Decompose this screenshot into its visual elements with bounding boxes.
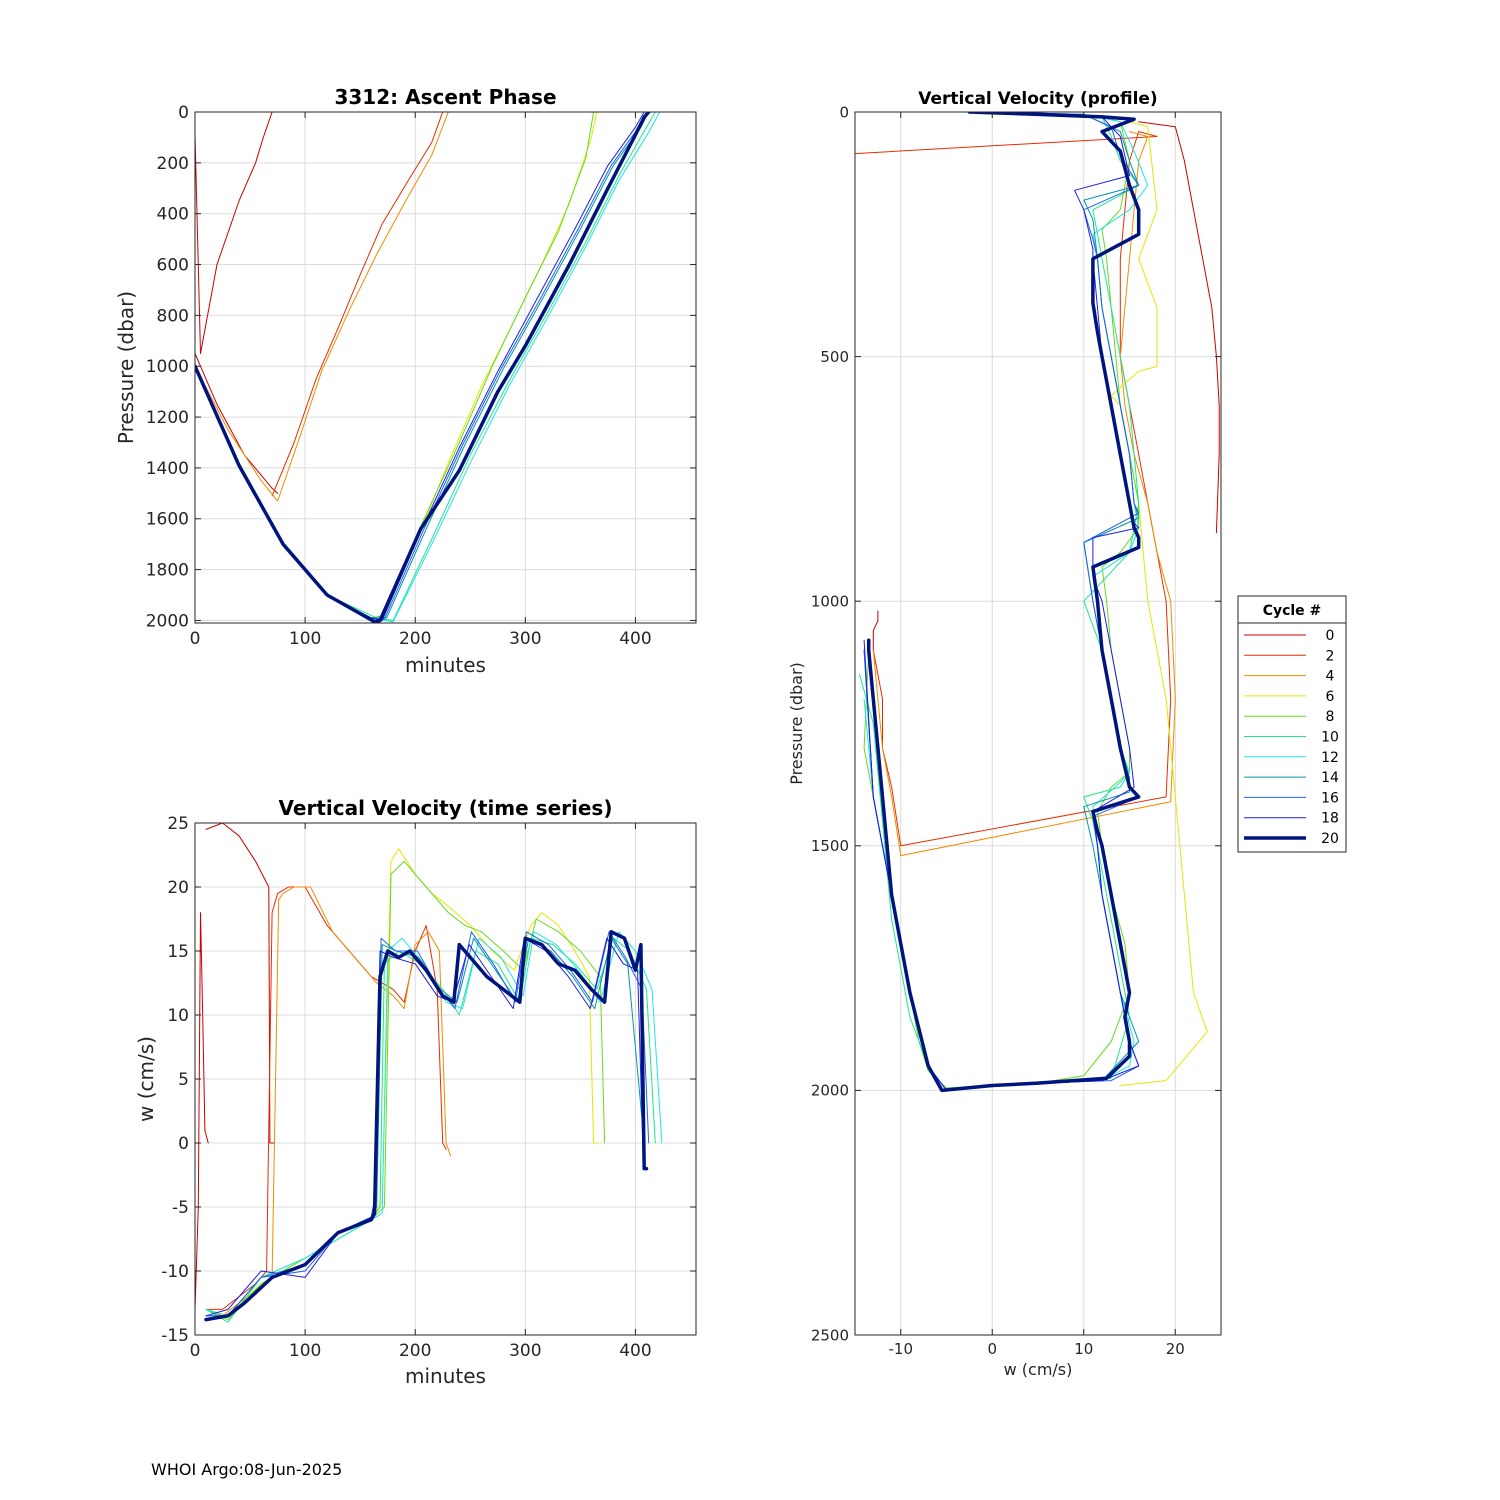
series-line-cycle-0 [205,823,275,1144]
chart-title: 3312: Ascent Phase [334,85,556,109]
y-tick-label: 25 [167,814,189,834]
y-axis-label: w (cm/s) [134,1036,158,1122]
y-tick-label: 1800 [146,561,189,581]
y-tick-label: 800 [157,306,189,326]
x-tick-label: 20 [1166,1340,1185,1358]
legend-title: Cycle # [1263,603,1322,619]
series-line-cycle-6 [1110,121,1208,1086]
y-tick-label: -15 [161,1326,189,1346]
x-tick-label: 10 [1074,1340,1093,1358]
x-tick-label: 100 [289,1341,321,1361]
y-tick-label: 1000 [811,592,849,610]
y-tick-label: 10 [167,1006,189,1026]
ticks: 0 100 200 300 400 0 200 400 600 800 1000 1200 1400 16… [146,103,696,649]
plot-area [195,112,696,623]
legend-label: 0 [1326,628,1335,644]
y-tick-label: -10 [161,1262,189,1282]
legend-label: 10 [1321,730,1339,746]
x-axis-label: w (cm/s) [1004,1360,1073,1379]
x-tick-label: 400 [619,1341,651,1361]
y-axis-label: Pressure (dbar) [787,662,806,785]
y-tick-label: 0 [178,1134,189,1154]
legend-label: 2 [1326,648,1335,664]
y-tick-label: 500 [820,348,849,366]
legend-label: 14 [1321,770,1339,786]
x-tick-label: -10 [889,1340,914,1358]
series-line-cycle-2 [271,112,444,497]
series-line-cycle-0 [872,610,879,651]
x-axis-label: minutes [405,1364,486,1388]
y-tick-label: 20 [167,878,189,898]
x-tick-label: 0 [190,629,201,649]
legend-label: 6 [1326,689,1335,705]
series-line-cycle-20 [195,112,651,623]
series-group [855,112,1220,1093]
y-tick-label: 15 [167,942,189,962]
chart-title: Vertical Velocity (time series) [279,796,613,820]
y-tick-label: 2000 [811,1082,849,1100]
x-tick-label: 200 [399,629,431,649]
legend-label: 16 [1321,790,1339,806]
y-tick-label: 600 [157,255,189,275]
series-line-cycle-0 [195,112,273,354]
series-line-cycle-4 [872,131,1176,857]
series-line-cycle-0 [1138,121,1220,534]
legend-label: 20 [1321,831,1339,847]
y-tick-label: 1000 [146,357,189,377]
y-tick-label: 0 [178,103,189,123]
ticks: -10 0 10 20 0 500 1000 1500 2000 2500 [811,103,1221,1358]
x-tick-label: 200 [399,1341,431,1361]
legend-label: 12 [1321,750,1339,766]
legend-label: 18 [1321,811,1339,827]
axes-box [194,111,697,624]
legend-label: 8 [1326,709,1335,725]
plot-area [855,112,1221,1335]
series-line-cycle-20 [866,112,1141,1093]
x-tick-label: 0 [190,1341,201,1361]
legend-box [1237,595,1347,853]
x-tick-label: 0 [987,1340,997,1358]
chart-vv_profile: -10 0 10 20 0 500 1000 1500 2000 2500 Vertical Vel… [787,89,1222,1379]
grid [855,111,1221,1336]
legend-label: 4 [1326,669,1335,685]
y-tick-label: 0 [839,103,849,121]
series-group [195,823,663,1323]
series-line-cycle-4 [195,112,449,502]
x-tick-label: 300 [509,1341,541,1361]
x-tick-label: 100 [289,629,321,649]
series-group [195,112,661,623]
legend: Cycle #0 2 4 6 8 10 12 14 16 18 20 [1237,595,1347,853]
y-tick-label: 2500 [811,1326,849,1344]
y-tick-label: 400 [157,205,189,225]
x-tick-label: 400 [619,629,651,649]
y-tick-label: 200 [157,154,189,174]
y-tick-label: -5 [172,1198,189,1218]
y-tick-label: 1200 [146,408,189,428]
chart-title: Vertical Velocity (profile) [918,89,1157,109]
y-tick-label: 2000 [146,611,189,631]
footer-text: WHOI Argo:08-Jun-2025 [151,1460,343,1479]
ticks: 0 100 200 300 400 -15 -10 -5 0 5 10 15 20 25 [161,814,696,1361]
y-tick-label: 5 [178,1070,189,1090]
y-tick-label: 1600 [146,510,189,530]
y-axis-label: Pressure (dbar) [114,291,138,444]
x-axis-label: minutes [405,653,486,677]
chart-vv_time: 0 100 200 300 400 -15 -10 -5 0 5 10 15 20 25 Vertical … [134,796,697,1388]
axes-box [854,111,1222,1336]
chart-ascent: 0 100 200 300 400 0 200 400 600 800 1000 1200 1400 16… [114,85,697,677]
y-tick-label: 1400 [146,459,189,479]
x-tick-label: 300 [509,629,541,649]
y-tick-label: 1500 [811,837,849,855]
series-line-cycle-20 [204,930,649,1322]
series-line-cycle-0 [195,912,209,1310]
